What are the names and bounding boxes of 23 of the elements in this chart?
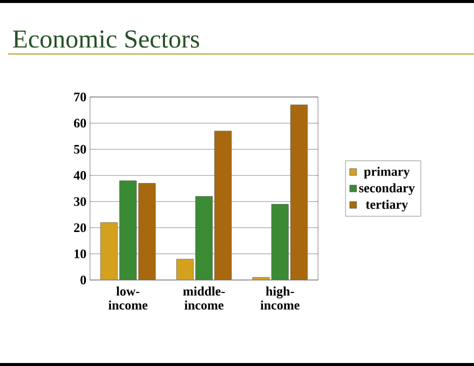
y-tick-label: 0: [80, 276, 86, 284]
y-tick-label: 60: [74, 118, 86, 128]
bar: [195, 196, 213, 280]
y-tick-label: 30: [74, 197, 86, 206]
y-tick-label: 20: [74, 223, 86, 232]
bar: [214, 130, 232, 280]
legend-label: primary: [364, 166, 410, 179]
legend-label: tertiary: [366, 200, 408, 212]
bar: [138, 183, 156, 280]
bar: [176, 258, 194, 280]
x-tick-label: middle-income: [183, 286, 225, 310]
legend-label: secondary: [359, 183, 415, 196]
bar: [100, 222, 118, 280]
y-tick-label: 10: [74, 249, 86, 258]
bar: [271, 204, 289, 280]
y-tick-label: 40: [74, 171, 86, 180]
y-tick-label: 70: [74, 92, 86, 102]
chart-title: Economic Sectors: [12, 30, 200, 48]
bar: [290, 104, 308, 280]
x-tick-label: low-income: [108, 286, 148, 310]
x-tick-label: high-income: [260, 286, 300, 310]
bar: [119, 180, 137, 280]
y-tick-label: 50: [74, 144, 86, 154]
